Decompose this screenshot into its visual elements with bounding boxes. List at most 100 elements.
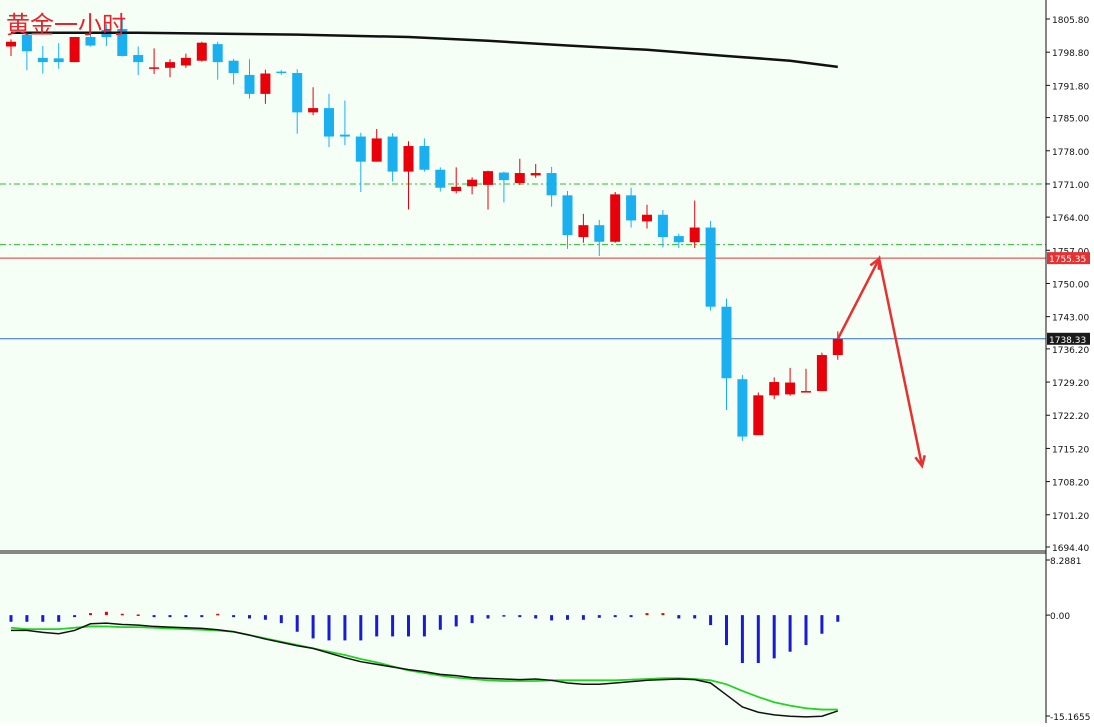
candle-body <box>498 172 509 181</box>
candle-body <box>483 171 493 185</box>
candle-body <box>117 28 128 56</box>
histogram-bar <box>311 615 315 639</box>
histogram-bar <box>375 615 379 637</box>
horizontal-lines <box>0 183 1046 340</box>
histogram-bar <box>295 615 299 632</box>
histogram-bar <box>248 615 251 619</box>
histogram-bar <box>788 615 792 652</box>
histogram-bar <box>279 615 283 624</box>
histogram-bar <box>756 615 760 664</box>
candle-body <box>21 34 32 52</box>
histogram-bar <box>73 615 77 618</box>
candle-body <box>53 58 64 63</box>
histogram-bar <box>391 615 395 637</box>
candle-body <box>832 338 843 356</box>
histogram-bar <box>613 615 617 618</box>
histogram-bar <box>216 613 220 616</box>
histogram-bar <box>200 615 204 618</box>
histogram-bar <box>581 615 585 620</box>
candle-body <box>196 42 207 61</box>
candle-body <box>769 382 780 396</box>
y-tick-label: 1708.20 <box>1052 479 1089 489</box>
histogram-bar <box>454 615 458 627</box>
candle-body <box>657 214 668 238</box>
signal-line <box>10 625 838 711</box>
histogram-bar <box>57 615 61 622</box>
arrow-head <box>914 454 926 469</box>
candle-body <box>705 227 716 307</box>
candle-body <box>260 73 271 94</box>
candle-body <box>785 382 796 395</box>
candle-body <box>689 227 700 243</box>
candle-body <box>435 169 446 188</box>
y-tick-label: 1805.80 <box>1052 16 1089 26</box>
candle-body <box>801 391 811 393</box>
candle-body <box>403 146 414 172</box>
candle-body <box>371 138 382 162</box>
arrow-head <box>869 256 881 270</box>
histogram-bar <box>709 615 713 626</box>
candle-body <box>228 60 239 74</box>
price-label-box <box>1047 252 1090 265</box>
histogram-bar <box>740 615 744 664</box>
candle-body <box>180 57 191 66</box>
histogram-bar <box>804 615 808 646</box>
histogram-bar <box>168 615 172 618</box>
y-tick-label: 1785.00 <box>1052 115 1089 125</box>
candle-body <box>642 214 652 222</box>
histogram-bar <box>661 613 665 616</box>
candle-body <box>419 146 430 170</box>
candle-body <box>355 136 366 162</box>
candle-body <box>308 108 319 113</box>
y-tick-label: 1771.00 <box>1052 181 1089 191</box>
candle-body <box>324 108 334 137</box>
histogram-bar <box>566 615 569 620</box>
candle-body <box>69 37 80 63</box>
y-tick-label: 1743.00 <box>1052 314 1089 324</box>
candle-body <box>673 236 684 243</box>
y-tick-label: 1715.20 <box>1052 445 1089 455</box>
candle-body <box>212 44 223 63</box>
histogram-bar <box>725 615 728 646</box>
histogram-bar <box>359 615 363 641</box>
histogram-bar <box>41 615 45 622</box>
y-tick-label: 1764.00 <box>1052 214 1089 224</box>
histogram-bar <box>486 615 490 619</box>
candle-body <box>6 41 16 47</box>
histogram-bar <box>232 615 236 618</box>
candle-body <box>546 173 557 196</box>
histogram-bar <box>343 615 347 641</box>
candle-body <box>562 195 573 236</box>
histogram-bar <box>104 611 108 616</box>
histogram-bar <box>645 613 649 616</box>
candle-body <box>626 195 637 221</box>
candle-body <box>467 179 478 187</box>
candle-body <box>292 73 303 113</box>
moving-average <box>11 31 838 69</box>
candle-body <box>165 62 175 68</box>
histogram-bar <box>534 615 538 619</box>
histogram-bar <box>502 615 506 617</box>
price-label: 1755.35 <box>1049 255 1086 265</box>
histogram-bar <box>184 615 188 618</box>
histogram-bar <box>136 614 140 616</box>
candle-body <box>721 306 732 379</box>
y-tick-label: 1701.20 <box>1052 512 1089 522</box>
main-panel-bg <box>0 0 1046 551</box>
candle-body <box>816 355 827 392</box>
candle-body <box>149 67 160 69</box>
projection-arrows <box>836 255 926 469</box>
y-tick-label: 1694.40 <box>1052 544 1089 554</box>
histogram-bar <box>152 615 156 618</box>
histogram-bar <box>629 615 633 618</box>
y-tick-label: 1778.00 <box>1052 148 1089 158</box>
histogram-bar <box>89 613 92 616</box>
price-label: 1738.33 <box>1049 336 1086 346</box>
candle-body <box>594 225 605 242</box>
price-label-box <box>1047 332 1090 345</box>
candle-body <box>737 379 748 437</box>
histogram-bar <box>407 615 410 637</box>
